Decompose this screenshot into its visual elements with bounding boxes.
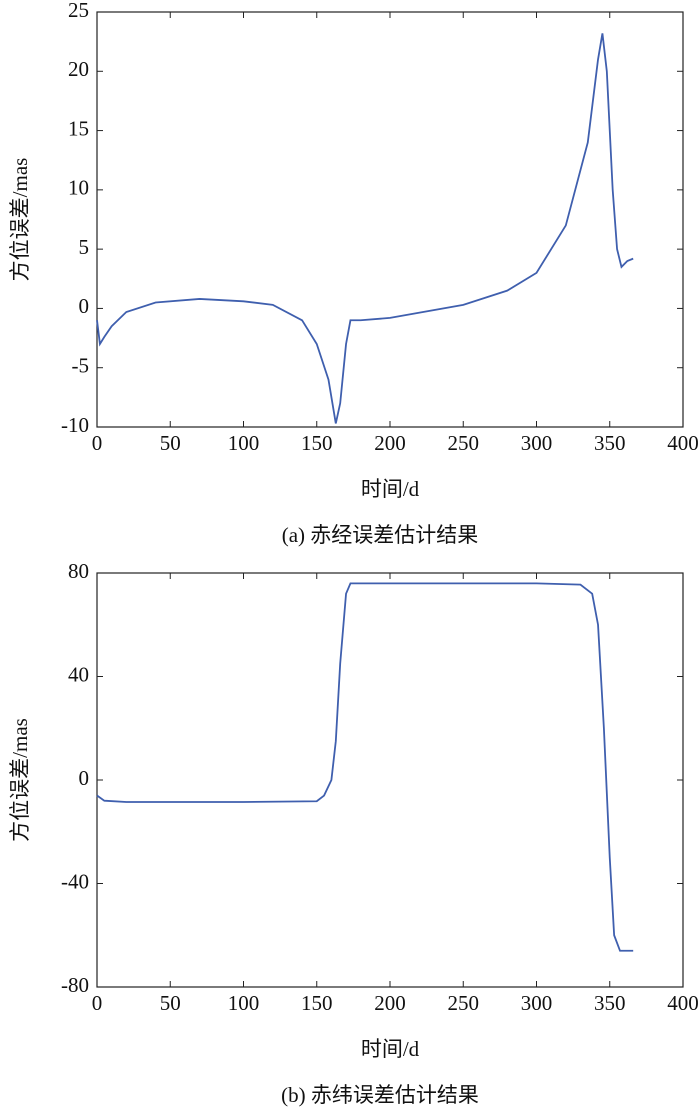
chart-caption: (b) 赤纬误差估计结果 bbox=[281, 1083, 479, 1107]
plot-frame bbox=[96, 572, 684, 988]
y-tick-label: 25 bbox=[68, 0, 89, 22]
y-tick-label: 15 bbox=[68, 116, 89, 140]
x-tick-label: 250 bbox=[448, 431, 480, 455]
y-axis-label: 方位误差/mas bbox=[8, 718, 32, 842]
x-axis-label: 时间/d bbox=[361, 477, 420, 501]
x-tick-label: 0 bbox=[92, 431, 103, 455]
x-tick-label: 150 bbox=[301, 431, 333, 455]
x-tick-label: 400 bbox=[667, 991, 699, 1015]
x-tick-label: 200 bbox=[374, 431, 406, 455]
y-tick-label: 20 bbox=[68, 57, 89, 81]
y-tick-label: -80 bbox=[61, 973, 89, 997]
x-tick-label: 150 bbox=[301, 991, 333, 1015]
x-axis-label: 时间/d bbox=[361, 1037, 420, 1061]
y-tick-label: -40 bbox=[61, 869, 89, 893]
x-tick-label: 300 bbox=[521, 431, 553, 455]
x-tick-label: 300 bbox=[521, 991, 553, 1015]
y-tick-label: 40 bbox=[68, 662, 89, 686]
x-tick-label: 100 bbox=[228, 991, 260, 1015]
x-tick-label: 350 bbox=[594, 431, 626, 455]
chart-caption: (a) 赤经误差估计结果 bbox=[282, 523, 479, 547]
y-tick-label: 80 bbox=[68, 559, 89, 583]
x-tick-label: 350 bbox=[594, 991, 626, 1015]
x-tick-label: 200 bbox=[374, 991, 406, 1015]
y-tick-label: -10 bbox=[61, 413, 89, 437]
x-tick-label: 250 bbox=[448, 991, 480, 1015]
x-tick-label: 50 bbox=[160, 991, 181, 1015]
x-tick-label: 50 bbox=[160, 431, 181, 455]
data-line bbox=[96, 33, 634, 424]
y-tick-label: 10 bbox=[68, 176, 89, 200]
x-tick-label: 0 bbox=[92, 991, 103, 1015]
data-line bbox=[96, 582, 634, 952]
plot-frame bbox=[96, 11, 684, 428]
y-axis-label: 方位误差/mas bbox=[8, 158, 32, 282]
y-tick-label: 0 bbox=[79, 294, 90, 318]
x-tick-label: 100 bbox=[228, 431, 260, 455]
y-tick-label: 0 bbox=[79, 766, 90, 790]
y-tick-label: 5 bbox=[79, 235, 90, 259]
y-tick-label: -5 bbox=[72, 354, 90, 378]
x-tick-label: 400 bbox=[667, 431, 699, 455]
